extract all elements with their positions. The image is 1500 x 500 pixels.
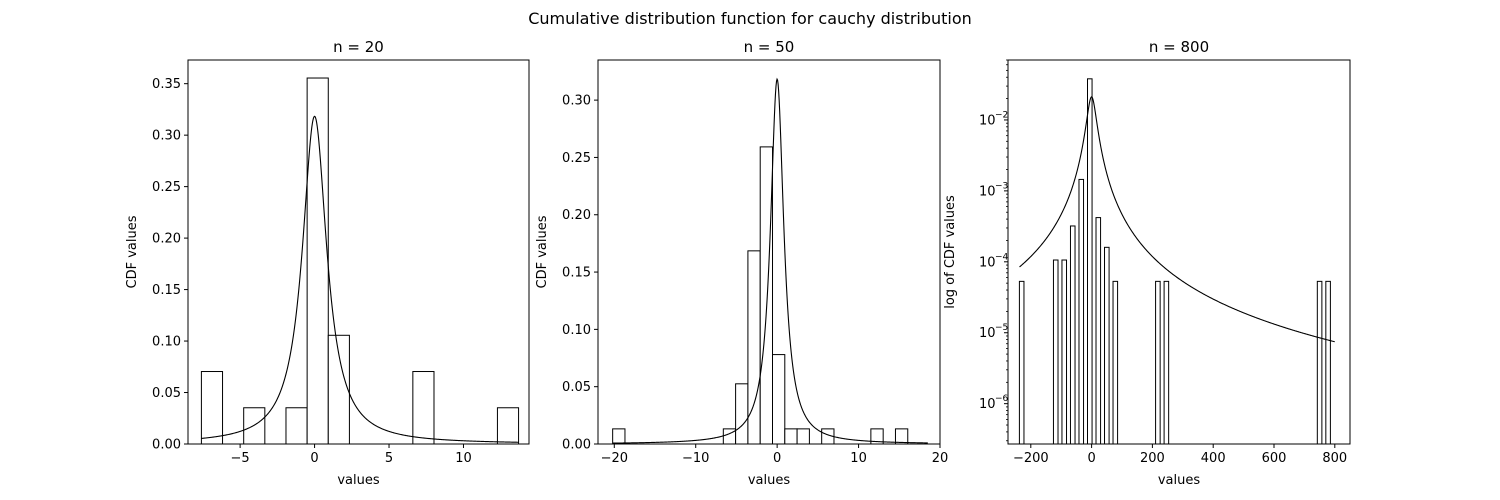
y-tick-label: 10 [979,184,996,199]
histogram-bar [1155,280,1161,445]
y-tick-label: 0.00 [562,438,591,453]
histogram-bar [1078,178,1085,445]
y-tick-label: 0.25 [152,180,181,195]
y-tick-label: 0.25 [562,151,591,166]
y-tick-label: 0.30 [562,94,591,109]
y-axis-label: log of CDF values [943,195,958,309]
histogram-bar [1087,78,1093,445]
y-tick-label: 10 [979,397,996,412]
y-tick-label: 0.30 [152,129,181,144]
histogram-bar [412,371,435,445]
x-tick-label: 10 [455,451,472,466]
histogram-bar [1018,280,1025,445]
histogram-bar [784,428,798,445]
subplot-title: n = 50 [744,38,795,56]
y-tick-label: 0.15 [562,266,591,281]
x-tick-label: 10 [850,451,867,466]
histogram-bar [1104,246,1110,445]
x-tick-label: 5 [385,451,393,466]
histogram-bar [612,428,626,445]
x-tick-label: 0 [773,451,781,466]
y-tick-label: 0.20 [152,232,181,247]
histogram-bar [1095,217,1102,445]
density-curve [201,115,519,443]
histogram-bar [735,383,749,445]
x-tick-label: 800 [1322,451,1347,466]
y-tick-exponent: −3 [995,181,1008,191]
histogram-bar [200,371,224,445]
y-tick-label: 10 [979,326,996,341]
x-tick-label: −10 [682,451,709,466]
histogram-bar [243,407,266,445]
axes-frame [597,59,941,445]
x-tick-label: −5 [231,451,250,466]
histogram-bar [1112,280,1119,445]
y-tick-exponent: −6 [995,394,1009,404]
histogram-bar [772,354,786,445]
y-tick-label: 0.00 [152,438,181,453]
x-axis-label: values [1158,473,1201,488]
histogram-bar [496,407,520,445]
y-tick-label: 0.10 [562,323,591,338]
y-tick-label: 0.20 [562,208,591,223]
x-tick-label: 0 [1087,451,1095,466]
histogram-bar [796,428,810,445]
density-curve [1019,96,1335,343]
y-tick-label: 0.35 [152,77,181,92]
y-tick-label: 0.05 [152,386,181,401]
histogram-bar [1061,259,1068,445]
y-tick-exponent: −5 [995,323,1008,333]
y-tick-label: 0.15 [152,283,181,298]
x-axis-label: values [748,473,791,488]
y-tick-exponent: −2 [995,110,1008,120]
x-tick-label: −20 [601,451,628,466]
x-tick-label: 600 [1262,451,1287,466]
density-curve [612,77,928,444]
y-tick-label: 10 [979,113,996,128]
y-tick-label: 0.05 [562,380,591,395]
y-axis-label: CDF values [125,215,140,288]
axes-frame [1007,59,1351,445]
y-axis-label: CDF values [535,215,550,288]
histogram-bar [1052,259,1059,445]
x-axis-label: values [337,473,380,488]
x-tick-label: −200 [1013,451,1049,466]
x-tick-label: 200 [1140,451,1165,466]
subplot-1: −5 0 5 10 0.00 0.05 0.10 0.15 0.20 0.25 0.30 0.35 n … [125,38,530,488]
subplot-2: −20 −10 0 10 20 0.00 0.05 0.10 0.15 0.20 0.25 0.30 n… [535,38,948,488]
histogram-bar [1163,280,1170,445]
subplot-title: n = 800 [1149,38,1209,56]
y-tick-exponent: −4 [995,252,1009,262]
x-tick-label: 400 [1201,451,1226,466]
histogram-bar [894,428,909,445]
histogram-bar [759,146,774,445]
x-tick-label: 0 [310,451,318,466]
histogram-bar [1316,280,1323,445]
histogram-bar [1325,280,1331,445]
x-tick-label: 20 [932,451,949,466]
y-tick-label: 0.10 [152,335,181,350]
histogram-bar [1069,225,1076,445]
histogram-bar [285,407,308,445]
y-tick-label: 10 [979,255,996,270]
axes-frame [187,59,530,445]
subplot-title: n = 20 [333,38,384,56]
figure-suptitle: Cumulative distribution function for cau… [528,9,972,28]
